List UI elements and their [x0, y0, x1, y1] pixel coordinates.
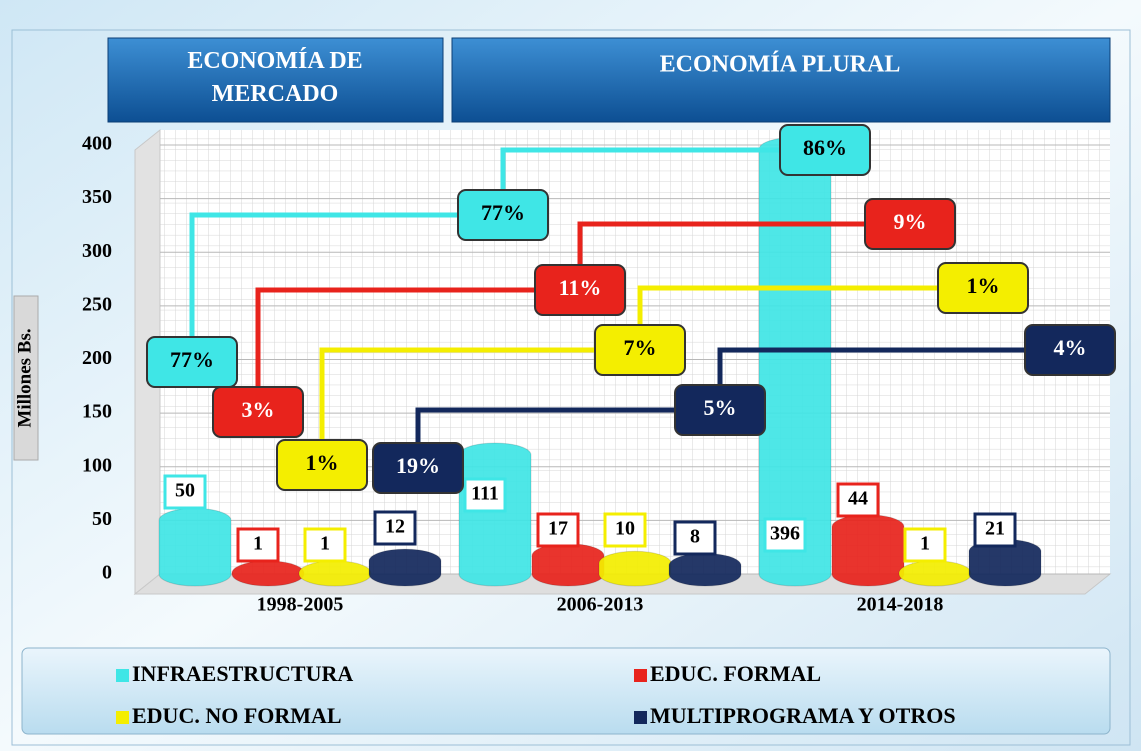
share-box [937, 262, 1029, 314]
share-box [779, 124, 871, 176]
legend-swatch [634, 669, 647, 682]
share-box [212, 386, 304, 438]
value-label: 1 [920, 533, 930, 555]
y-tick-label: 400 [82, 133, 112, 155]
bar [531, 543, 605, 587]
share-label: 3% [242, 397, 275, 422]
value-label: 50 [175, 480, 195, 502]
header-line: MERCADO [212, 81, 339, 107]
share-label: 5% [704, 395, 737, 420]
value-label: 17 [548, 518, 568, 540]
bar [231, 560, 305, 587]
callout-line [255, 287, 535, 392]
value-label: 1 [253, 533, 263, 555]
value-label-box [673, 520, 717, 556]
value-label-box [303, 527, 347, 563]
share-box [1024, 324, 1116, 376]
value-label-box [973, 512, 1017, 548]
bar [898, 560, 972, 587]
callout-line [189, 212, 458, 342]
callout-line [717, 347, 1025, 390]
y-tick-label: 0 [102, 562, 112, 584]
bar [368, 548, 442, 587]
share-label: 1% [967, 273, 1000, 298]
legend-label: EDUC. NO FORMAL [132, 703, 342, 728]
value-label-box [536, 512, 580, 548]
value-label: 21 [985, 518, 1005, 540]
callout-line [577, 221, 865, 270]
share-label: 9% [894, 209, 927, 234]
y-tick-label: 100 [82, 454, 112, 476]
legend-swatch [116, 711, 129, 724]
value-label-box [463, 477, 507, 513]
share-box [674, 384, 766, 436]
value-label-box [373, 510, 417, 546]
value-label: 111 [471, 483, 499, 505]
value-label-box [236, 527, 280, 563]
frame [11, 29, 1131, 746]
share-label: 11% [559, 275, 602, 300]
share-box [457, 189, 549, 241]
y-tick-label: 250 [82, 293, 112, 315]
share-box [594, 324, 686, 376]
share-box [276, 439, 368, 491]
y-tick-label: 350 [82, 186, 112, 208]
legend-label: MULTIPROGRAMA Y OTROS [650, 703, 956, 728]
header-box [451, 37, 1111, 123]
header-text: ECONOMÍA PLURAL [660, 52, 901, 78]
bar [458, 442, 532, 587]
callout-line [415, 407, 675, 448]
header-line: ECONOMÍA DE [187, 48, 362, 74]
y-axis-label: Millones Bs. [14, 328, 35, 427]
header-text: ECONOMÍA DE MERCADO [187, 48, 362, 107]
bar [598, 550, 672, 587]
legend-swatch [634, 711, 647, 724]
value-label-box [163, 474, 207, 510]
share-label: 1% [306, 450, 339, 475]
share-label: 77% [481, 200, 525, 225]
share-label: 7% [624, 335, 657, 360]
legend-swatch [116, 669, 129, 682]
y-tick-label: 300 [82, 240, 112, 262]
callout-line [637, 285, 938, 330]
x-tick-label: 1998-2005 [257, 594, 344, 616]
y-label-box [13, 295, 39, 461]
x-tick-label: 2006-2013 [557, 594, 644, 616]
share-label: 77% [170, 347, 214, 372]
bar [668, 552, 742, 587]
x-tick-label: 2014-2018 [857, 594, 944, 616]
y-tick-label: 150 [82, 401, 112, 423]
share-box [372, 442, 464, 494]
share-box [534, 264, 626, 316]
callout-line [319, 347, 595, 445]
header-box [107, 37, 444, 123]
legend-label: EDUC. FORMAL [650, 661, 821, 686]
value-label: 10 [615, 518, 635, 540]
y-tick-label: 200 [82, 347, 112, 369]
legend-label: INFRAESTRUCTURA [132, 661, 353, 686]
value-label: 396 [770, 523, 800, 545]
bar [158, 507, 232, 587]
legend-box [21, 647, 1111, 735]
value-label: 8 [690, 526, 700, 548]
y-tick-label: 50 [92, 508, 112, 530]
share-label: 4% [1054, 335, 1087, 360]
callout-line [500, 147, 780, 195]
value-label: 44 [848, 488, 868, 510]
share-box [864, 198, 956, 250]
bar [831, 514, 905, 587]
value-label-box [603, 512, 647, 548]
value-label: 12 [385, 516, 405, 538]
share-box [146, 336, 238, 388]
bar [298, 560, 372, 587]
value-label-box [763, 517, 807, 553]
value-label-box [836, 482, 880, 518]
value-label-box [903, 527, 947, 563]
share-label: 19% [396, 453, 440, 478]
share-label: 86% [803, 135, 847, 160]
value-label: 1 [320, 533, 330, 555]
